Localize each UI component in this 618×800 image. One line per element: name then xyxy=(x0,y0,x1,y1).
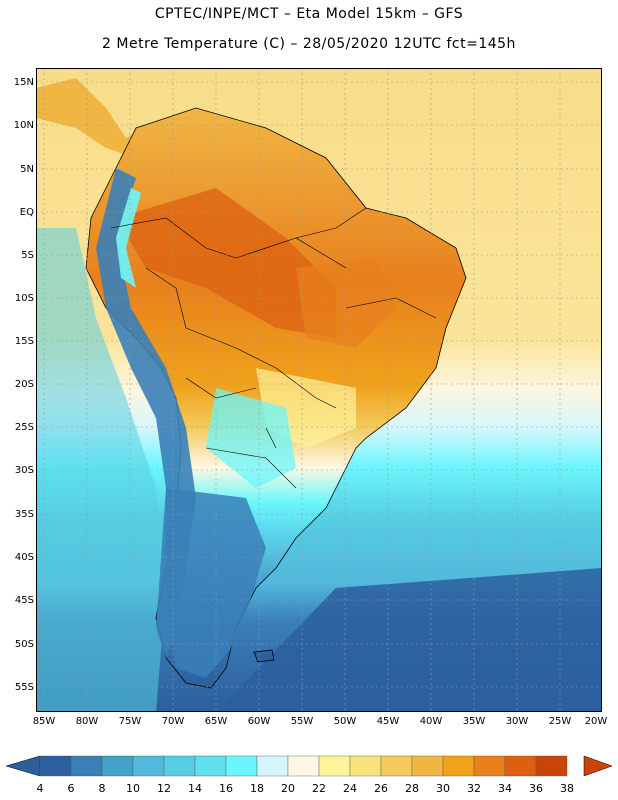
amazon-hot-core xyxy=(116,188,336,338)
colorbar-label: 4 xyxy=(36,782,44,795)
longitude-label: 45W xyxy=(376,716,400,727)
colorbar-label: 8 xyxy=(98,782,106,795)
temperature-field xyxy=(36,68,602,712)
colorbar-box xyxy=(535,755,568,777)
colorbar-label: 18 xyxy=(250,782,264,795)
longitude-label: 80W xyxy=(75,716,99,727)
temperature-map[interactable] xyxy=(36,68,602,712)
colorbar-label: 26 xyxy=(374,782,388,795)
latitude-label: 10N xyxy=(13,120,34,131)
map-title-line2: 2 Metre Temperature (C) – 28/05/2020 12U… xyxy=(102,36,516,52)
colorbar-high-arrow xyxy=(583,755,613,777)
colorbar-label: 12 xyxy=(157,782,171,795)
latitude-label: 15N xyxy=(13,77,34,88)
colorbar-label: 36 xyxy=(529,782,543,795)
latitude-label: 45S xyxy=(14,595,34,606)
latitude-label: 5S xyxy=(21,250,34,261)
colorbar-box xyxy=(380,755,413,777)
latitude-label: 50S xyxy=(14,639,34,650)
colorbar-label: 20 xyxy=(281,782,295,795)
colorbar-box xyxy=(132,755,165,777)
latitude-label: EQ xyxy=(19,207,34,218)
longitude-label: 55W xyxy=(290,716,314,727)
colorbar-label: 10 xyxy=(126,782,140,795)
colorbar-box xyxy=(287,755,320,777)
colorbar-box xyxy=(411,755,444,777)
longitude-label: 75W xyxy=(118,716,142,727)
colorbar-box xyxy=(163,755,196,777)
latitude-label: 40S xyxy=(14,552,34,563)
longitude-label: 40W xyxy=(419,716,443,727)
colorbar-label: 16 xyxy=(219,782,233,795)
colorbar-box xyxy=(39,755,72,777)
colorbar-box xyxy=(349,755,382,777)
central-brazil-hot-zone xyxy=(296,258,396,348)
longitude-label: 85W xyxy=(32,716,56,727)
latitude-label: 35S xyxy=(14,509,34,520)
south-atlantic-cold-zone xyxy=(216,568,602,712)
latitude-label: 20S xyxy=(14,379,34,390)
map-title-line1: CPTEC/INPE/MCT – Eta Model 15km – GFS xyxy=(154,6,464,22)
colorbar-label: 24 xyxy=(343,782,357,795)
colorbar-box xyxy=(442,755,475,777)
colorbar-box xyxy=(473,755,506,777)
colorbar-box xyxy=(194,755,227,777)
longitude-label: 70W xyxy=(161,716,185,727)
colorbar-label: 14 xyxy=(188,782,202,795)
colorbar-box xyxy=(225,755,258,777)
colorbar-box xyxy=(70,755,103,777)
colorbar-box xyxy=(256,755,289,777)
colorbar-label: 6 xyxy=(67,782,75,795)
latitude-label: 25S xyxy=(14,422,34,433)
longitude-label: 65W xyxy=(204,716,228,727)
colorbar-label: 28 xyxy=(405,782,419,795)
longitude-label: 35W xyxy=(462,716,486,727)
colorbar-label: 30 xyxy=(436,782,450,795)
colorbar-boxes xyxy=(39,755,568,777)
country-borders xyxy=(110,207,437,489)
latitude-label: 10S xyxy=(14,293,34,304)
colorbar-label: 22 xyxy=(312,782,326,795)
colorbar-label: 34 xyxy=(498,782,512,795)
latitude-label: 55S xyxy=(14,682,34,693)
longitude-label: 60W xyxy=(247,716,271,727)
graticule xyxy=(36,68,602,712)
latitude-label: 30S xyxy=(14,465,34,476)
longitude-label: 50W xyxy=(333,716,357,727)
colorbar-label: 32 xyxy=(467,782,481,795)
longitude-label: 25W xyxy=(548,716,572,727)
colorbar-box xyxy=(504,755,537,777)
latitude-label: 5N xyxy=(20,164,34,175)
colorbar-box xyxy=(318,755,351,777)
colorbar-box xyxy=(101,755,134,777)
falkland-islands xyxy=(253,649,275,663)
latitude-label: 15S xyxy=(14,336,34,347)
parana-cool-zone xyxy=(206,388,296,488)
colorbar-label: 38 xyxy=(560,782,574,795)
longitude-label: 30W xyxy=(505,716,529,727)
longitude-label: 20W xyxy=(584,716,608,727)
colorbar-low-arrow xyxy=(5,755,41,777)
temperature-colorbar xyxy=(5,755,613,777)
northern-andes-cool-strip xyxy=(116,188,141,288)
